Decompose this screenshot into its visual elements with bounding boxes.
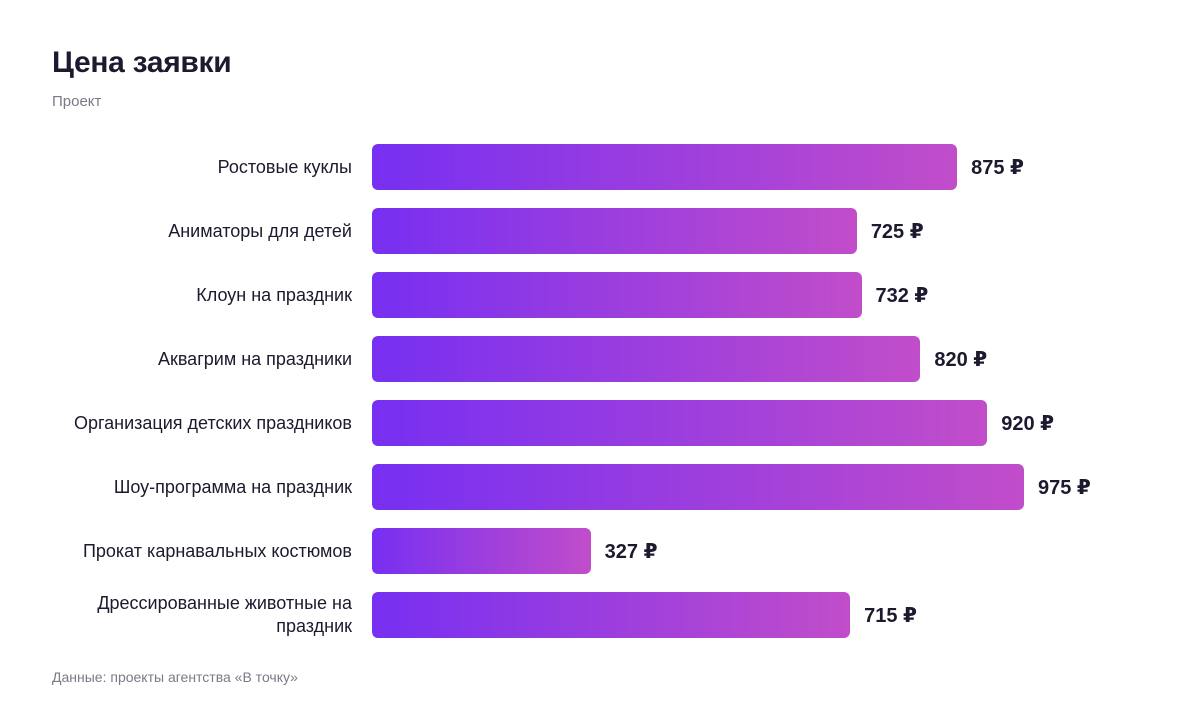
- value-label: 715 ₽: [864, 605, 917, 627]
- chart-title: Цена заявки: [52, 46, 232, 79]
- category-label: Клоун на праздник: [196, 284, 352, 305]
- bar: [372, 592, 851, 638]
- bar: [372, 336, 921, 382]
- category-label: Ростовые куклы: [217, 156, 352, 177]
- bar: [372, 400, 988, 446]
- value-label: 920 ₽: [1001, 413, 1055, 435]
- bar: [372, 144, 958, 190]
- bar: [372, 272, 862, 318]
- category-label: Прокат карнавальных костюмов: [82, 540, 352, 561]
- category-label: Аниматоры для детей: [168, 220, 352, 241]
- value-label: 732 ₽: [875, 285, 929, 307]
- category-label: Дрессированные животные на праздник: [97, 593, 352, 636]
- category-label: Шоу-программа на праздник: [113, 476, 352, 497]
- value-label: 725 ₽: [870, 221, 924, 243]
- value-label: 820 ₽: [934, 349, 988, 371]
- bar: [372, 464, 1024, 510]
- chart-subtitle: Проект: [52, 93, 102, 110]
- value-label: 875 ₽: [971, 157, 1024, 179]
- category-label: Организация детских праздников: [73, 412, 352, 433]
- bar: [372, 208, 857, 254]
- category-label: Аквагрим на праздники: [157, 348, 352, 369]
- value-label: 327 ₽: [604, 541, 658, 563]
- source-note: Данные: проекты агентства «В точку»: [52, 669, 298, 685]
- bar: [372, 528, 591, 574]
- value-label: 975 ₽: [1038, 477, 1091, 499]
